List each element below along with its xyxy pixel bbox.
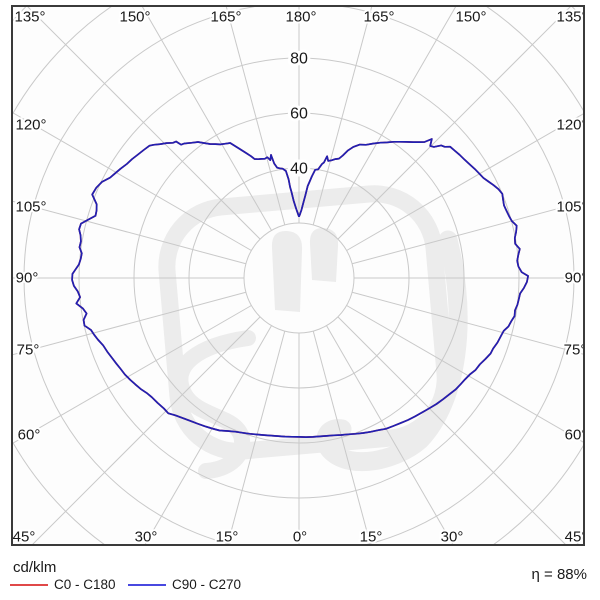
- angle-label: 30°: [441, 529, 464, 546]
- angle-labels: 135° 150° 165° 180° 165° 150° 135° 120° 105° 90° 7…: [12, 7, 588, 546]
- watermark-logo: [158, 185, 468, 479]
- legend-line-blue: [128, 583, 166, 586]
- efficiency-label: η = 88%: [531, 566, 587, 583]
- angle-label: 90°: [16, 270, 39, 287]
- angle-label: 45°: [565, 529, 588, 546]
- radial-label: 60: [290, 106, 308, 123]
- angle-label: 75°: [17, 342, 40, 359]
- legend-label-c0-c180: C0 - C180: [54, 577, 116, 592]
- unit-label: cd/klm: [13, 559, 57, 576]
- angle-label: 45°: [13, 529, 36, 546]
- plot-border: [11, 5, 585, 546]
- legend-item-c0-c180: C0 - C180: [10, 577, 116, 592]
- angle-label: 150°: [455, 9, 486, 26]
- angle-label: 165°: [363, 9, 394, 26]
- angle-label: 75°: [564, 342, 587, 359]
- angle-label: 105°: [15, 199, 46, 216]
- angle-label: 60°: [18, 427, 41, 444]
- angle-label: 150°: [119, 9, 150, 26]
- radial-labels: 40 60 80: [287, 48, 311, 181]
- angle-label: 135°: [556, 9, 587, 26]
- angle-label: 135°: [14, 9, 45, 26]
- angle-label: 120°: [15, 117, 46, 134]
- radial-label: 40: [290, 161, 308, 178]
- angle-label: 90°: [565, 270, 588, 287]
- legend-line-red: [10, 583, 48, 586]
- angle-label: 15°: [360, 529, 383, 546]
- radial-label: 80: [290, 51, 308, 68]
- legend-label-c90-c270: C90 - C270: [172, 577, 242, 592]
- curve-c90-c270: [71, 138, 529, 438]
- angle-label: 105°: [556, 199, 587, 216]
- angle-label: 0°: [293, 529, 307, 546]
- legend-item-c90-c270: C90 - C270: [128, 577, 241, 592]
- angle-label: 15°: [216, 529, 239, 546]
- angle-label: 30°: [135, 529, 158, 546]
- angle-label: 120°: [556, 117, 587, 134]
- angle-label: 60°: [565, 427, 588, 444]
- angle-label: 180°: [285, 9, 316, 26]
- angle-label: 165°: [210, 9, 241, 26]
